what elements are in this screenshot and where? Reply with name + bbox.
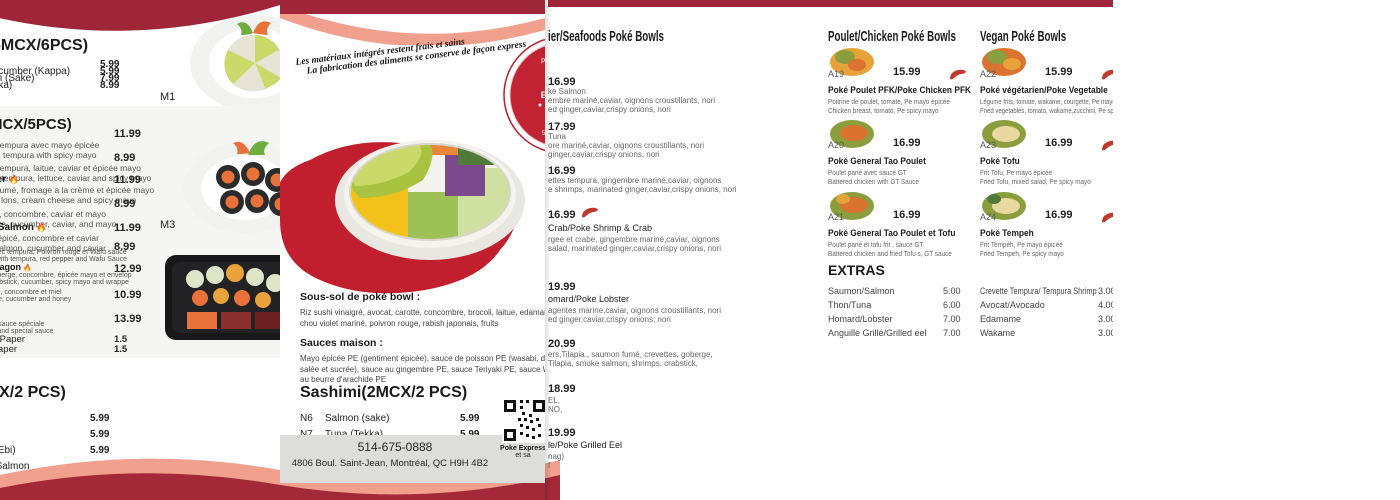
svg-text:M1: M1 bbox=[160, 91, 175, 103]
svg-text:M3: M3 bbox=[160, 219, 175, 231]
